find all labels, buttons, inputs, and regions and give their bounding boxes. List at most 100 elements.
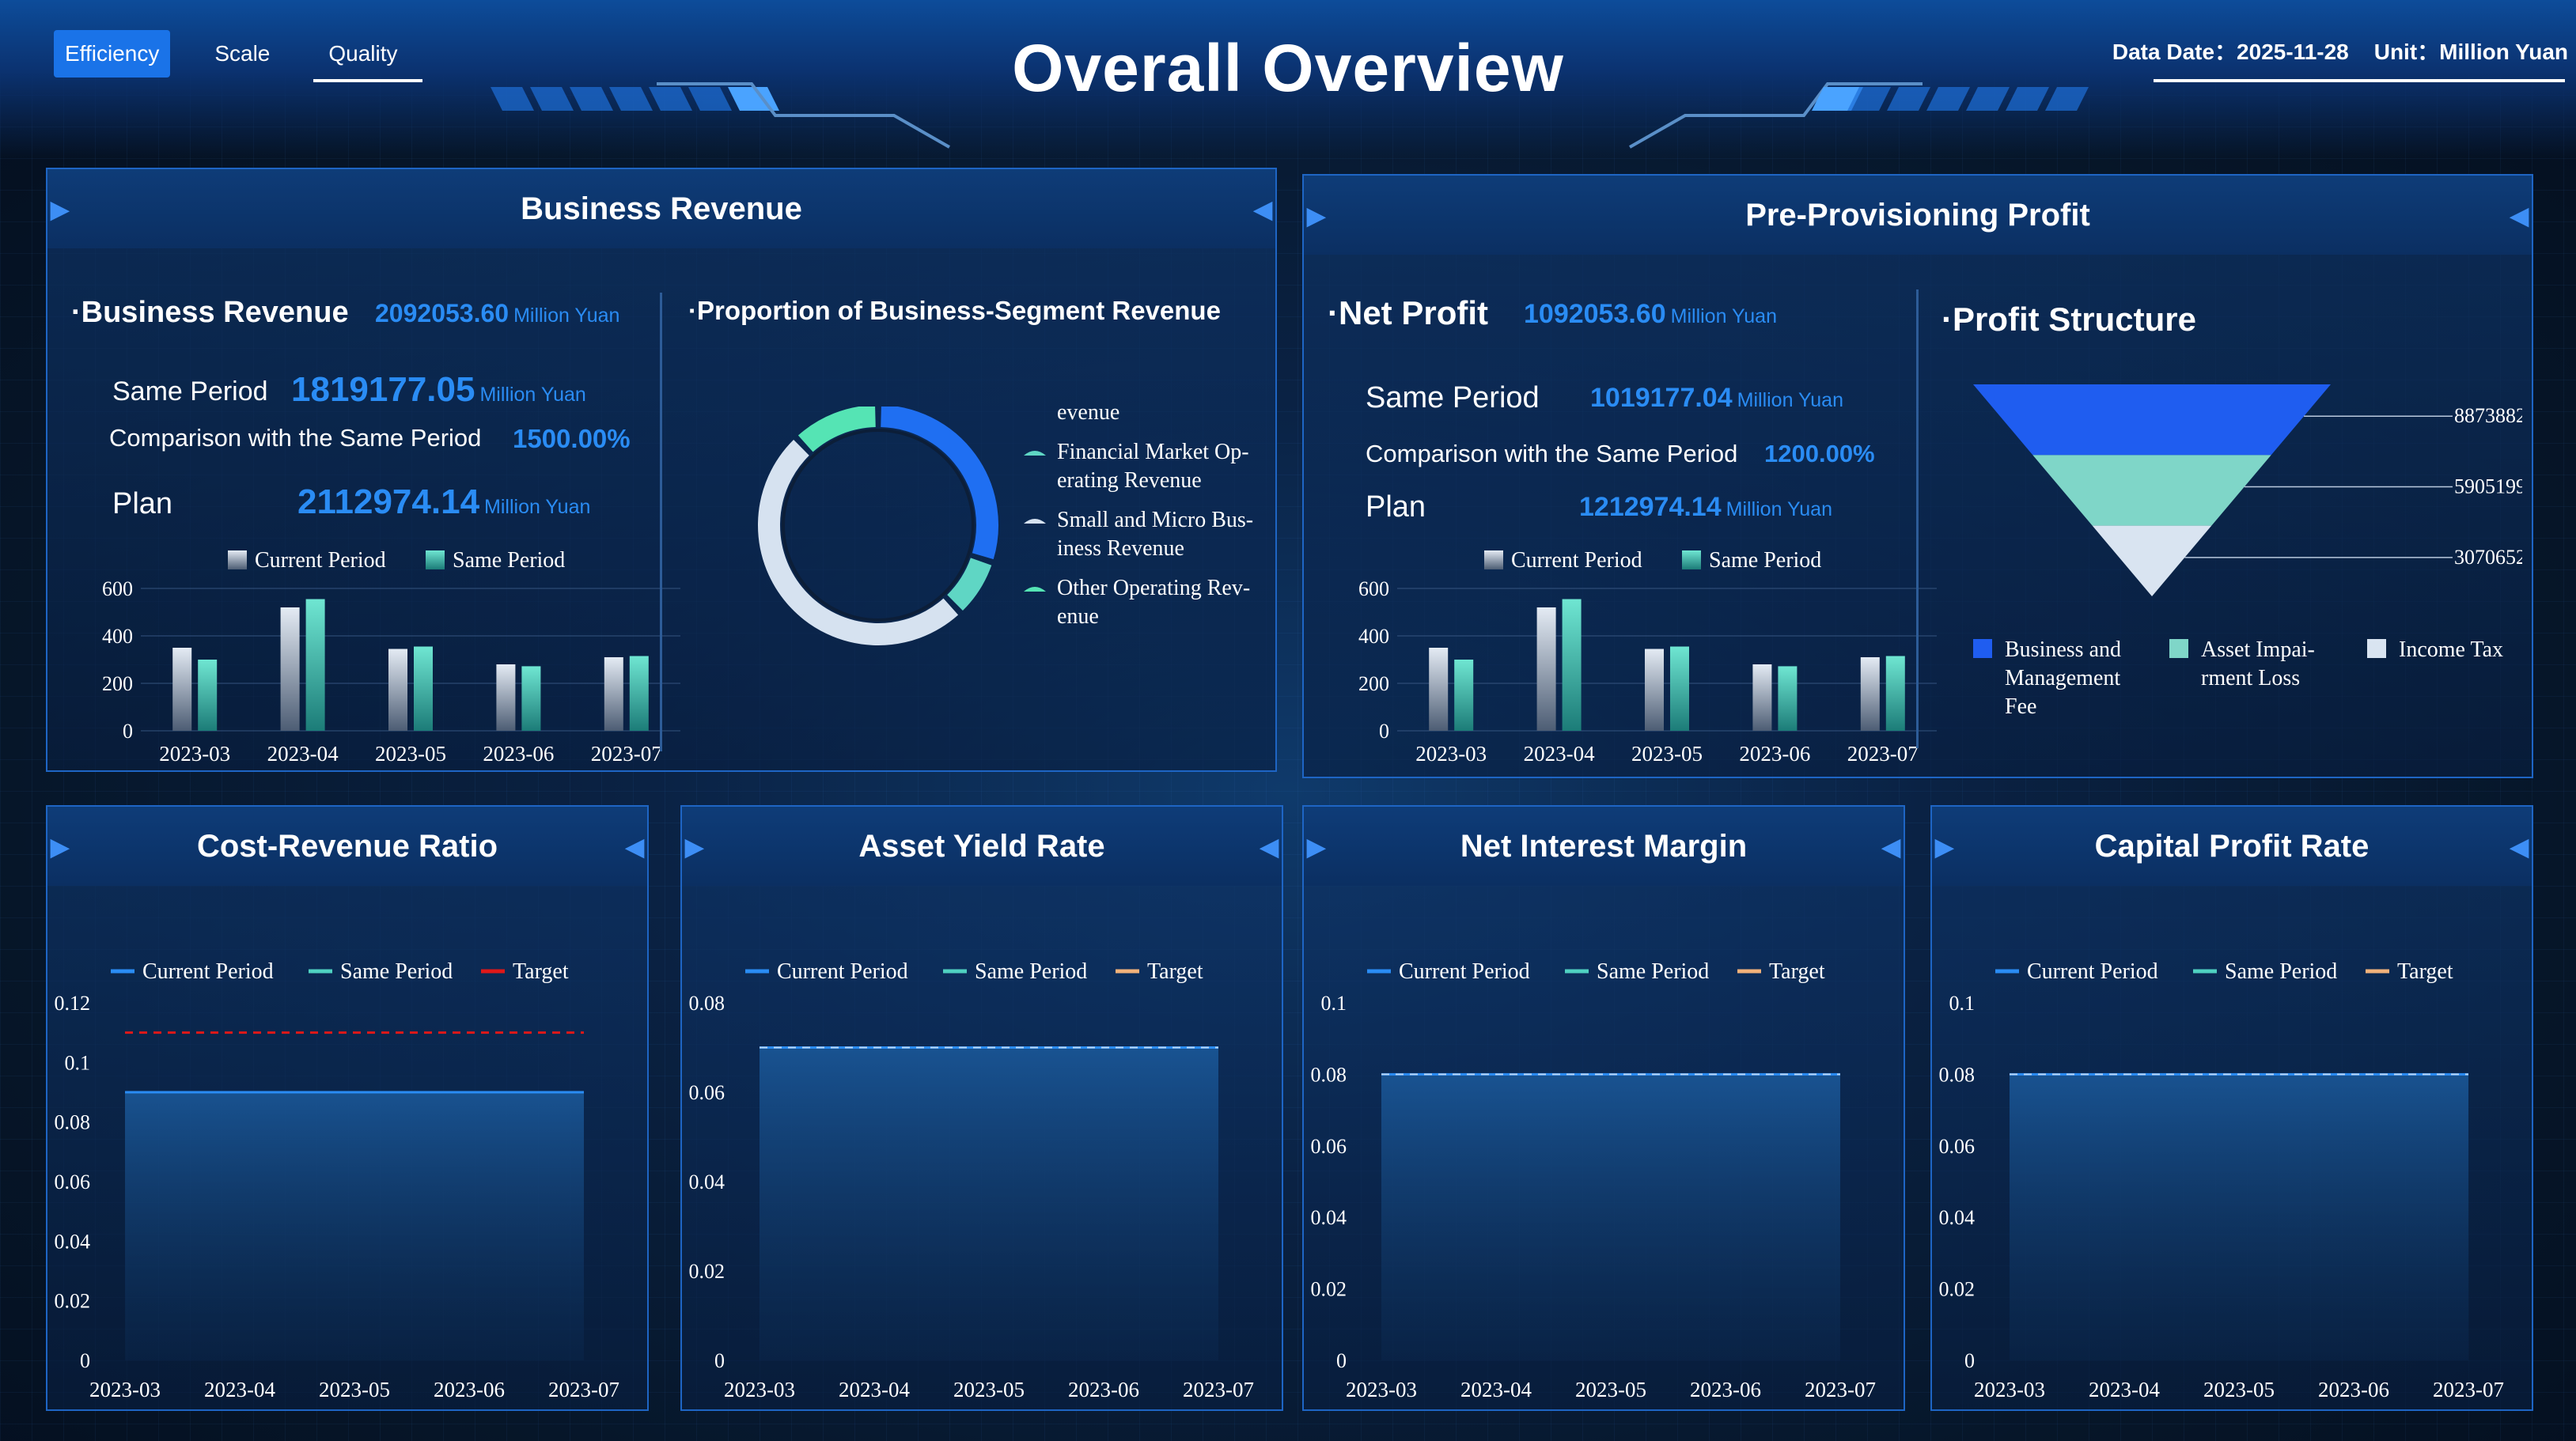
panel-title: Cost-Revenue Ratio [196,828,498,864]
tab-efficiency[interactable]: Efficiency [54,30,171,78]
x-tick-label: 2023-07 [591,742,662,766]
legend-label: rment Loss [2201,666,2300,690]
x-tick-label: 2023-03 [1415,742,1487,766]
net-profit-value: 1092053.60 Million Yuan [1524,299,1777,329]
funnel-value-label: 5905199.76 [2454,475,2522,498]
legend-label: enue [1057,604,1099,629]
x-tick-label: 2023-07 [1847,742,1919,766]
x-tick-label: 2023-06 [2318,1378,2389,1401]
profit-structure-funnel: 8873882.83 5905199.76 3070652.19 Business a… [1973,384,2522,719]
legend-swatch-same [1682,550,1701,569]
meta-underline [2154,79,2565,82]
area-fill [2010,1074,2468,1360]
view-tabs: Efficiency Scale Quality [54,30,409,78]
legend-label: Other Operating Rev- [1057,576,1250,600]
y-tick-label: 0 [123,720,133,743]
panel-divider [1916,289,1919,748]
header-glow [0,0,2576,158]
donut-slice [758,439,959,645]
x-tick-label: 2023-07 [1183,1378,1254,1401]
bar-same [1670,646,1689,731]
x-tick-label: 2023-06 [434,1378,505,1401]
panel-header: ▶ Pre-Provisioning Profit ◀ [1304,176,2532,255]
net-interest-chart: Current Period Same Period Target 0 0.02 0.04… [1311,959,1877,1401]
legend-swatch-same [426,550,445,569]
bar-same [1562,599,1582,731]
line-legend: Current Period Same Period Target [1995,959,2453,984]
panel-divider [660,293,662,751]
legend-label: Current Period [142,959,274,984]
unit-label: Unit：Million Yuan [2373,40,2568,64]
y-tick-label: 600 [1358,577,1389,600]
bar-current [1429,648,1449,731]
y-tick-label: 0.02 [1939,1278,1976,1301]
y-tick-label: 0 [80,1349,90,1372]
y-tick-label: 0 [1379,720,1389,743]
legend-label: Target [513,959,569,984]
y-tick-label: 0 [1964,1349,1975,1372]
x-tick-label: 2023-07 [2433,1378,2504,1401]
funnel-layer [2092,525,2212,596]
bar-legend: Current Period Same Period [228,548,565,573]
panel-title: Net Interest Margin [1460,828,1748,864]
funnel-layer [2032,455,2271,526]
legend-label: Management [2005,666,2120,690]
panel-left-arrow-icon: ▶ [1307,203,1326,229]
comparison-label: Comparison with the Same Period [1366,440,1738,467]
x-tick-label: 2023-05 [953,1378,1025,1401]
panel-title: Asset Yield Rate [858,828,1105,864]
legend-label-current: Current Period [255,548,386,573]
bar-current [1536,607,1556,731]
y-tick-label: 0.1 [65,1051,91,1074]
line-legend: Current Period Same Period Target [1367,959,1825,984]
legend-label: Target [2397,959,2453,984]
bar-same [521,666,541,731]
tab-scale[interactable]: Scale [214,41,271,66]
y-tick-label: 0.08 [689,992,725,1015]
funnel-layer [1973,384,2331,456]
y-tick-label: 0.06 [689,1081,725,1104]
x-tick-label: 2023-05 [375,742,446,766]
panel-right-arrow-icon: ◀ [1881,834,1900,860]
panel-title: Capital Profit Rate [2094,828,2370,864]
y-tick-label: 0 [1336,1349,1347,1372]
net-profit-label: ·Net Profit [1328,294,1488,331]
donut-inner-ring [782,429,975,622]
legend-label: erating Revenue [1057,468,1202,493]
legend-label: Same Period [2225,959,2337,984]
x-tick-label: 2023-04 [839,1378,910,1401]
bar-current [1645,649,1664,731]
legend-label-same: Same Period [453,548,565,573]
x-tick-label: 2023-04 [267,742,339,766]
x-tick-label: 2023-03 [159,742,230,766]
asset-yield-chart: Current Period Same Period Target 0 0.02 0.04… [689,959,1255,1401]
y-tick-label: 0.08 [1939,1063,1976,1086]
panel-header: ▶ Net Interest Margin ◀ [1304,807,1904,886]
legend-swatch-current [1484,550,1503,569]
y-tick-label: 0.04 [1311,1206,1347,1229]
comparison-value: 1500.00% [513,424,631,453]
tab-underline [313,79,422,82]
bar-same [629,656,649,731]
legend-swatch [2367,639,2386,658]
x-tick-label: 2023-04 [204,1378,275,1401]
pre-provisioning-profit-panel: ▶ Pre-Provisioning Profit ◀ ·Net Profit … [1302,174,2533,778]
bar-current [1860,657,1880,731]
y-tick-label: 400 [1358,625,1389,648]
legend-label: Financial Market Op- [1057,440,1249,464]
panel-header: ▶ Cost-Revenue Ratio ◀ [47,807,647,886]
x-tick-label: 2023-06 [483,742,554,766]
data-date: Data Date：2025-11-28 [2112,40,2349,64]
y-tick-label: 0.06 [1311,1135,1347,1158]
panel-title: Business Revenue [521,191,802,226]
panel-left-arrow-icon: ▶ [51,197,70,223]
panel-right-arrow-icon: ◀ [625,834,644,860]
y-tick-label: 0.06 [55,1171,91,1193]
legend-swatch [1973,639,1992,658]
tab-quality[interactable]: Quality [328,41,398,66]
legend-label: evenue [1057,407,1119,425]
revenue-label: ·Business Revenue [71,296,349,329]
area-fill [1381,1074,1840,1360]
x-tick-label: 2023-03 [724,1378,795,1401]
y-tick-label: 600 [102,577,133,600]
